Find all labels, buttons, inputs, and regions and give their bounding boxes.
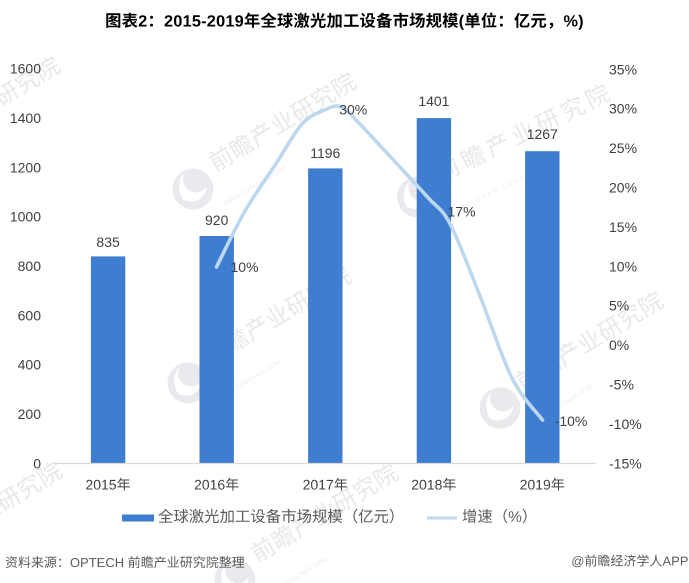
svg-text:17%: 17%	[448, 204, 476, 220]
svg-text:400: 400	[18, 357, 42, 373]
svg-text:1400: 1400	[10, 110, 41, 126]
svg-text:35%: 35%	[609, 61, 637, 77]
svg-text:200: 200	[18, 406, 42, 422]
svg-text:835: 835	[96, 234, 120, 250]
svg-text:5%: 5%	[609, 298, 629, 314]
svg-text:1200: 1200	[10, 159, 41, 175]
svg-text:-15%: -15%	[609, 455, 642, 471]
svg-text:30%: 30%	[339, 102, 367, 118]
svg-text:-10%: -10%	[609, 416, 642, 432]
svg-text:1600: 1600	[10, 61, 41, 77]
svg-text:-5%: -5%	[609, 377, 634, 393]
svg-text:30%: 30%	[609, 101, 637, 117]
svg-text:0%: 0%	[609, 337, 629, 353]
svg-text:-10%: -10%	[555, 413, 588, 429]
svg-text:15%: 15%	[609, 219, 637, 235]
svg-text:920: 920	[205, 212, 229, 228]
svg-text:20%: 20%	[609, 180, 637, 196]
svg-text:1267: 1267	[527, 126, 558, 142]
svg-text:1401: 1401	[418, 93, 449, 109]
svg-text:800: 800	[18, 258, 42, 274]
svg-text:25%: 25%	[609, 140, 637, 156]
svg-text:1196: 1196	[310, 145, 340, 161]
svg-text:10%: 10%	[609, 258, 637, 274]
svg-text:10%: 10%	[231, 259, 259, 275]
svg-text:600: 600	[18, 307, 42, 323]
svg-text:0: 0	[33, 455, 41, 471]
svg-text:1000: 1000	[10, 209, 41, 225]
